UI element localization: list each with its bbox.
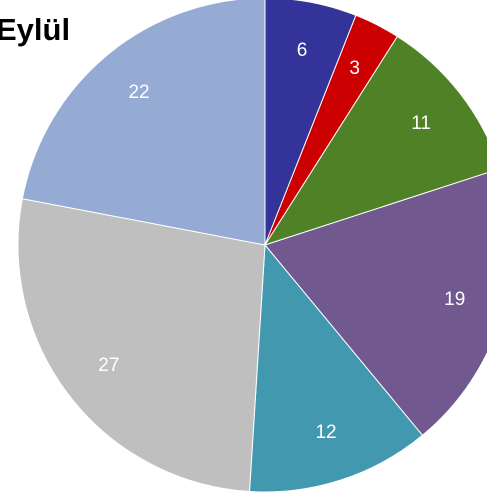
- pie-slice: [264, 172, 487, 437]
- pie: [17, 0, 487, 492]
- data-label: 22: [128, 82, 149, 103]
- data-label: 3: [349, 58, 360, 79]
- pie-slice: [21, 0, 266, 246]
- data-label: 27: [98, 355, 119, 376]
- data-label: 12: [315, 422, 336, 443]
- pie-slice: [263, 35, 487, 246]
- data-label: 6: [297, 40, 308, 61]
- chart-title: Eylül: [0, 12, 70, 47]
- data-label: 11: [411, 113, 431, 134]
- data-label: 19: [444, 289, 465, 310]
- pie-slice: [17, 198, 266, 492]
